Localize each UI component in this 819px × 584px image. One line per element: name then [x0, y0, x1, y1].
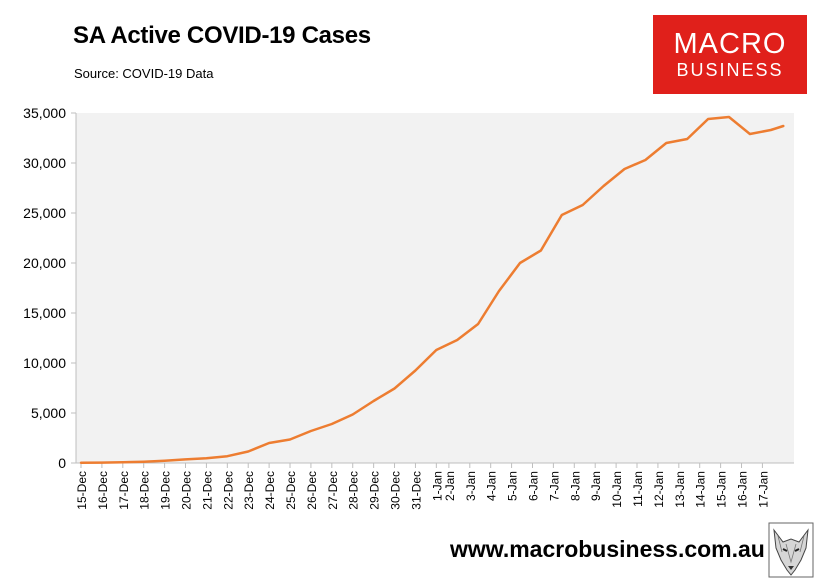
y-tick-label: 35,000 [23, 105, 66, 121]
x-tick-label: 15-Dec [75, 471, 89, 510]
x-tick-label: 16-Dec [96, 471, 110, 510]
x-tick-label: 28-Dec [347, 471, 361, 510]
x-tick-label: 27-Dec [326, 471, 340, 510]
y-tick-label: 25,000 [23, 205, 66, 221]
logo-line-macro: MACRO [673, 28, 787, 60]
x-tick-label: 1-Jan [430, 471, 444, 501]
x-tick-label: 19-Dec [159, 471, 173, 510]
x-tick-label: 23-Dec [242, 471, 256, 510]
x-tick-label: 18-Dec [138, 471, 152, 510]
series-layer [79, 115, 785, 465]
x-tick-label: 31-Dec [409, 471, 423, 510]
x-tick-label: 29-Dec [368, 471, 382, 510]
chart-source: Source: COVID-19 Data [74, 66, 214, 81]
x-tick-label: 13-Jan [673, 471, 687, 508]
x-tick-label: 17-Dec [117, 471, 131, 510]
y-tick-label: 15,000 [23, 305, 66, 321]
y-tick-label: 30,000 [23, 155, 66, 171]
x-tick-label: 26-Dec [305, 471, 319, 510]
y-tick-label: 10,000 [23, 355, 66, 371]
x-tick-label: 22-Dec [221, 471, 235, 510]
x-tick-label: 12-Jan [652, 471, 666, 508]
chart-title: SA Active COVID-19 Cases [73, 22, 371, 49]
x-tick-label: 5-Jan [506, 471, 520, 501]
wolf-logo-icon [768, 522, 814, 578]
x-tick-label: 21-Dec [200, 471, 214, 510]
x-tick-label: 9-Jan [589, 471, 603, 501]
x-tick-label: 20-Dec [180, 471, 194, 510]
x-tick-label: 8-Jan [568, 471, 582, 501]
x-tick-label: 30-Dec [389, 471, 403, 510]
x-tick-label: 14-Jan [694, 471, 708, 508]
y-tick-label: 20,000 [23, 255, 66, 271]
y-tick-label: 0 [58, 455, 66, 471]
x-tick-label: 16-Jan [736, 471, 750, 508]
x-axis: 15-Dec 16-Dec 17-Dec 18-Dec 19-Dec 20-Dec 21-D… [75, 462, 794, 510]
plot-area [76, 113, 794, 463]
website-url: www.macrobusiness.com.au [450, 536, 765, 562]
x-tick-label: 4-Jan [485, 471, 499, 501]
x-tick-label: 7-Jan [547, 471, 561, 501]
x-tick-label: 15-Jan [715, 471, 729, 508]
logo-line-business: BUSINESS [676, 60, 784, 80]
x-tick-label: 6-Jan [526, 471, 540, 501]
x-tick-label: 24-Dec [263, 471, 277, 510]
x-tick-label: 25-Dec [284, 471, 298, 510]
x-tick-label: 2-Jan [443, 471, 457, 501]
x-tick-label: 10-Jan [610, 471, 624, 508]
y-tick-label: 5,000 [31, 405, 66, 421]
x-tick-label: 11-Jan [631, 471, 645, 507]
y-axis: 0 5,000 10,000 15,000 20,000 25,000 30,000 35,0… [23, 105, 77, 471]
macro-business-logo: MACRO BUSINESS [653, 15, 807, 94]
x-tick-label: 17-Jan [756, 471, 770, 508]
x-tick-label: 3-Jan [464, 471, 478, 501]
